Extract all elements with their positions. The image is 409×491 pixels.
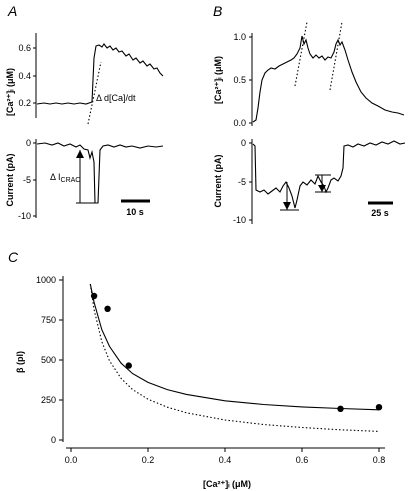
panel-a-icrac-annotation-main: Δ I <box>50 172 61 182</box>
panel-c-points <box>90 292 383 412</box>
panel-a-icrac-annotation: Δ ICRAC <box>50 172 80 184</box>
panel-label-b: B <box>213 3 222 19</box>
panel-a-calcium-ytick-label: 0.2 <box>18 98 31 108</box>
data-point <box>104 305 111 312</box>
panel-a-current-trace <box>36 142 164 204</box>
y-tick-label: 500 <box>41 355 56 365</box>
panel-a-slope-annotation: Δ d[Ca]/dt <box>96 93 136 103</box>
panel-b-calcium-ytick-label: 0.0 <box>233 118 246 128</box>
panel-a-slope-line <box>87 61 102 125</box>
panel-c-ylabel: β (pl) <box>15 351 25 373</box>
y-tick-label: 0 <box>51 435 56 445</box>
y-tick-label: 750 <box>41 315 56 325</box>
panel-a-current-ytick-label: -10 <box>18 211 31 221</box>
panel-b-current-ytick-label: -5 <box>238 177 246 187</box>
x-tick-label: 0.2 <box>142 455 155 465</box>
panel-c-xlabel: [Ca²⁺]ᵢ (μM) <box>203 479 251 489</box>
panel-c-chart: β (pl) [Ca²⁺]ᵢ (μM) 0.0 0.2 0.4 0.6 0.8 0 250 5… <box>15 275 385 489</box>
panel-a-current-ytick-label: -5 <box>23 175 31 185</box>
panel-b-arrowhead-2 <box>318 185 326 192</box>
panel-a-icrac-annotation-sub: CRAC <box>61 177 81 184</box>
panel-a-scale-bar-label: 10 s <box>126 207 144 217</box>
panel-a-calcium-ylabel: [Ca²⁺]ᵢ (μM) <box>5 68 15 116</box>
panel-b-scale-bar-label: 25 s <box>371 208 389 218</box>
panel-a-calcium-ytick-label: 0.6 <box>18 43 31 53</box>
panel-a-calcium-trace <box>36 43 164 105</box>
data-point <box>90 292 98 300</box>
panel-b-calcium-ytick-label: 1.0 <box>233 32 246 42</box>
panel-a-calcium-plot: [Ca²⁺]ᵢ (μM) 0.2 0.4 0.6 Δ d[Ca]/dt <box>5 33 164 125</box>
panel-b-calcium-trace <box>252 35 405 123</box>
panel-b-calcium-ytick-label: 0.5 <box>233 75 246 85</box>
data-point <box>125 362 132 369</box>
panel-b-arrowhead-1 <box>283 202 291 210</box>
x-tick-label: 0.4 <box>219 455 232 465</box>
panel-a-calcium-ytick-label: 0.4 <box>18 71 31 81</box>
panel-b-current-ytick-label: -10 <box>233 215 246 225</box>
panel-a-icrac-arrowhead <box>76 150 84 158</box>
panel-label-a: A <box>7 3 17 19</box>
panel-a-current-plot: Current (pA) 0 -5 -10 Δ ICRAC 10 s <box>5 138 164 221</box>
data-point <box>337 405 344 412</box>
panel-b-current-trace <box>252 140 406 209</box>
panel-a-current-ylabel: Current (pA) <box>5 154 15 207</box>
panel-b-current-ytick-label: 0 <box>241 138 246 148</box>
x-tick-label: 0.0 <box>65 455 78 465</box>
data-point <box>375 404 383 411</box>
x-tick-label: 0.6 <box>296 455 309 465</box>
x-tick-label: 0.8 <box>373 455 386 465</box>
solid-fit-curve <box>89 283 380 411</box>
panel-c-fit-lines <box>89 283 380 432</box>
panel-label-c: C <box>8 249 19 265</box>
panel-b-calcium-ylabel: [Ca²⁺]ᵢ (μM) <box>213 56 223 104</box>
dotted-fit-curve <box>89 283 380 432</box>
panel-c-axes: 0.0 0.2 0.4 0.6 0.8 0 250 500 750 1000 <box>36 275 385 465</box>
panel-a-current-ytick-label: 0 <box>26 138 31 148</box>
panel-b-current-ylabel: Current (pA) <box>213 155 223 208</box>
y-tick-label: 1000 <box>36 275 56 285</box>
panel-b-current-plot: Current (pA) 0 -5 -10 25 s <box>213 138 406 225</box>
y-tick-label: 250 <box>41 395 56 405</box>
panel-b-calcium-plot: [Ca²⁺]ᵢ (μM) 0.0 0.5 1.0 <box>213 21 405 128</box>
panel-b-slope-line-2 <box>329 21 343 91</box>
